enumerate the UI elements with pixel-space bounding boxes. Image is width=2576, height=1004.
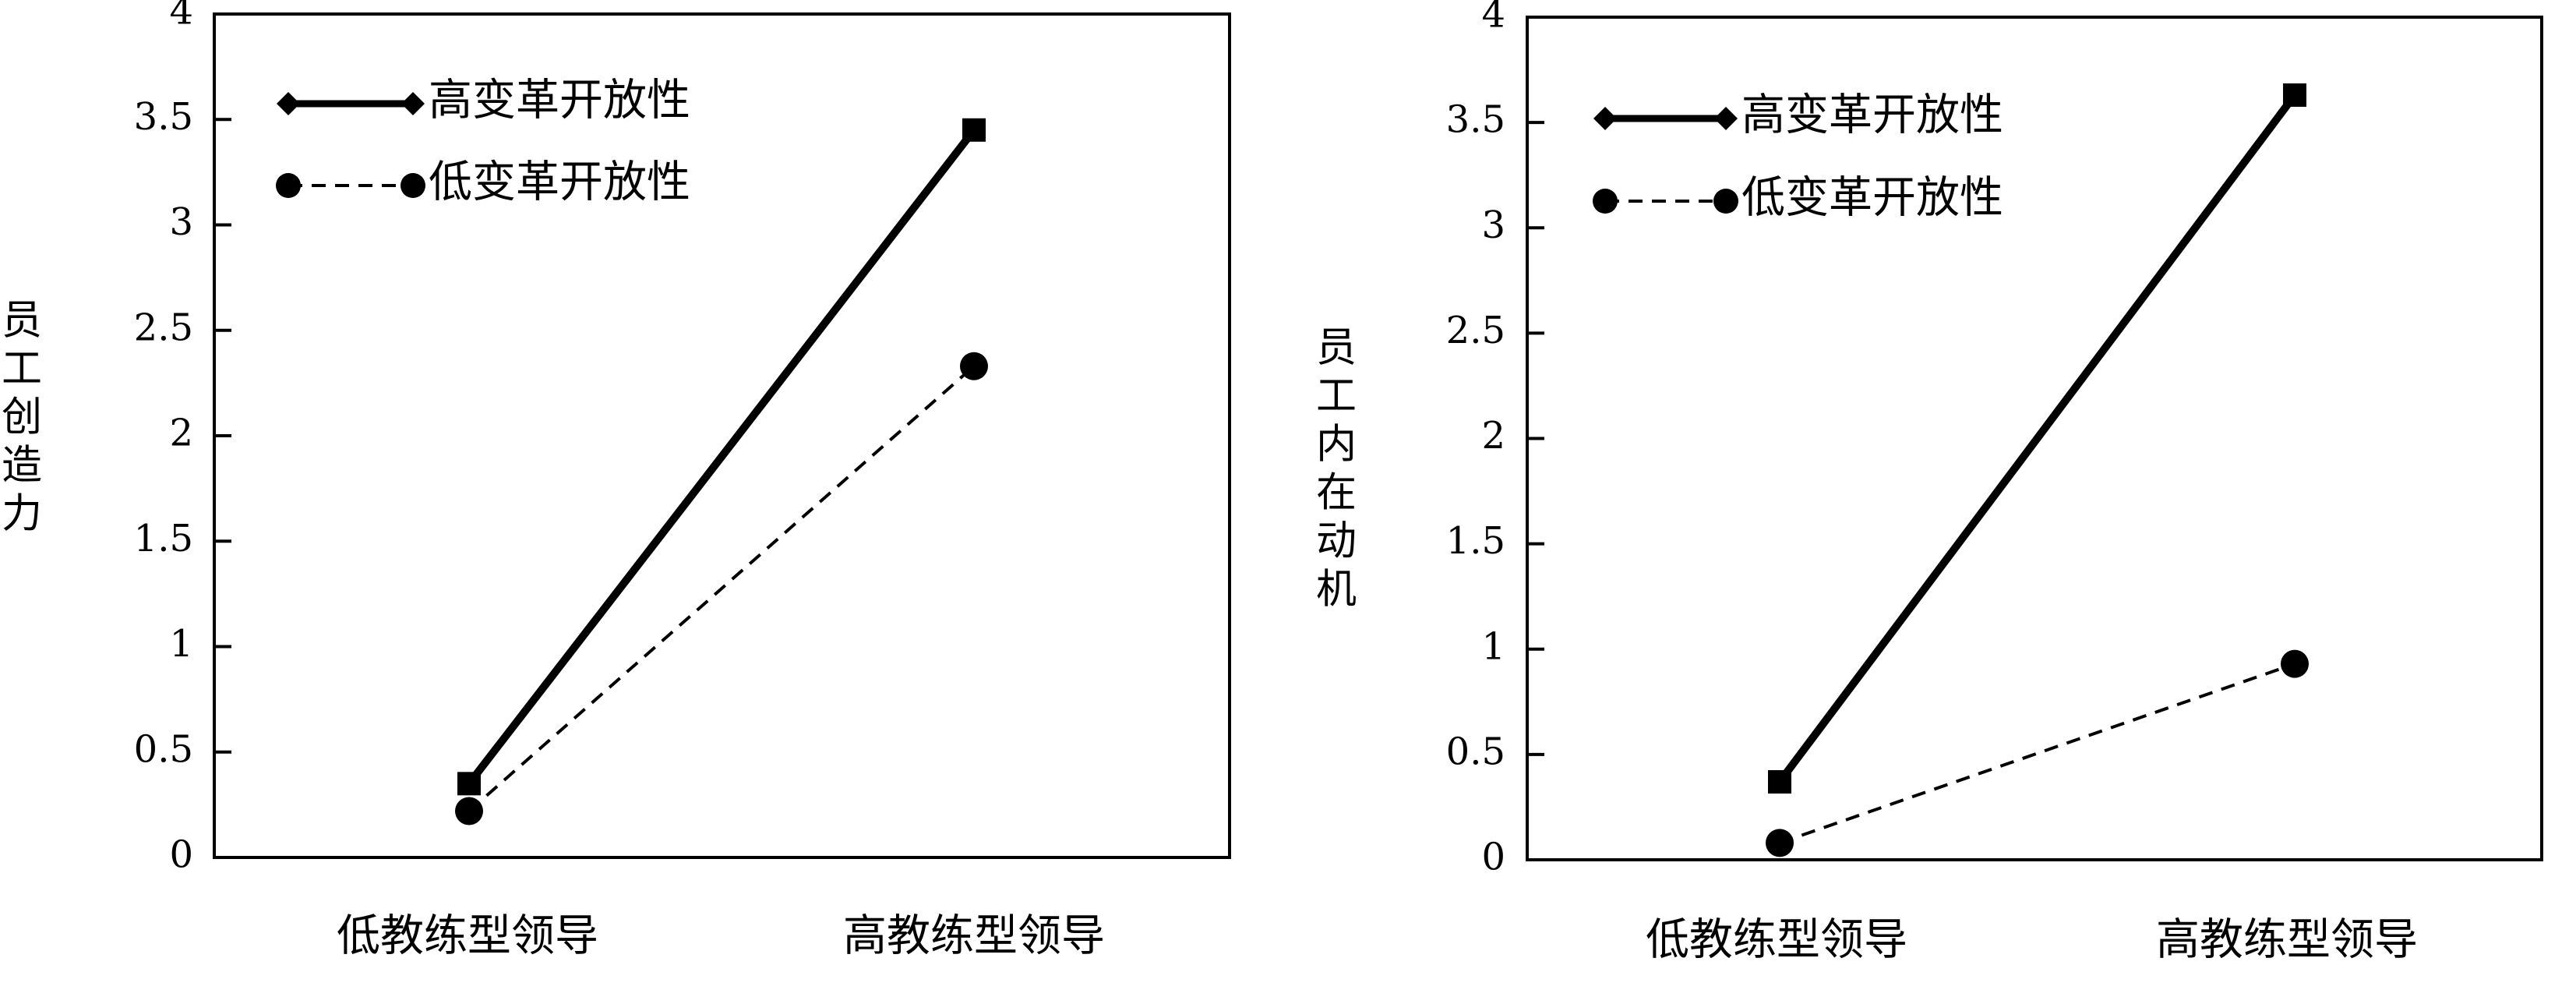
y-tick-label: 2.5 <box>1446 309 1505 352</box>
y-tick-label: 2 <box>1481 414 1505 458</box>
y-axis-label-char: 员 <box>1316 325 1357 372</box>
y-tick-label: 0 <box>169 833 193 877</box>
legend-diamond-icon <box>1593 107 1617 130</box>
y-axis-label-char: 力 <box>2 491 42 538</box>
plot-frame <box>213 12 1231 859</box>
y-tick-label: 1.5 <box>134 517 193 560</box>
y-axis-label-char: 工 <box>2 346 42 393</box>
y-tick-label: 0 <box>1481 836 1505 879</box>
x-category-label: 低教练型领导 <box>337 911 598 962</box>
legend-circle-icon <box>1593 189 1618 214</box>
series-line-low <box>1779 662 2295 845</box>
series-line-low <box>468 365 976 812</box>
y-tick-label: 2.5 <box>134 306 193 349</box>
y-axis-label-char: 创 <box>2 394 42 441</box>
y-axis-label-char: 内 <box>1316 422 1357 468</box>
legend-item-1: 高变革开放性 <box>277 76 690 126</box>
legend-item-1: 高变革开放性 <box>1593 90 2003 141</box>
y-axis-label-char: 机 <box>1316 567 1357 613</box>
y-tick-label: 4 <box>1481 0 1505 37</box>
y-tick-label: 4 <box>169 0 193 34</box>
y-tick-label: 1 <box>169 622 193 666</box>
y-tick-label: 0.5 <box>134 727 193 771</box>
y-tick-label: 3.5 <box>1446 98 1505 142</box>
legend-diamond-icon <box>401 92 425 115</box>
data-point-circle-1 <box>455 797 483 825</box>
legend-circle-icon <box>276 173 301 198</box>
y-tick-label: 3 <box>1481 203 1505 247</box>
legend-item-2: 低变革开放性 <box>1593 173 2003 224</box>
x-category-label: 高教练型领导 <box>843 911 1105 962</box>
legend-label: 高变革开放性 <box>1741 90 2003 141</box>
x-category-label: 低教练型领导 <box>1646 915 1907 966</box>
y-tick-label: 1.5 <box>1446 519 1505 563</box>
legend-circle-icon <box>1713 189 1738 214</box>
y-axis-label-char: 动 <box>1316 518 1357 565</box>
y-axis-label-char: 造 <box>2 443 42 490</box>
legend-label: 低变革开放性 <box>1741 173 2003 224</box>
y-tick-label: 3 <box>169 200 193 244</box>
data-point-square-1 <box>457 772 481 796</box>
data-point-circle-2 <box>2281 649 2309 678</box>
legend-diamond-icon <box>277 92 300 115</box>
y-tick-label: 2 <box>169 412 193 455</box>
legend-item-2: 低变革开放性 <box>276 157 690 208</box>
legend-label: 低变革开放性 <box>429 157 690 208</box>
y-axis-label-char: 员 <box>2 298 42 345</box>
series-line-high <box>466 127 977 787</box>
data-point-square-2 <box>962 118 986 142</box>
x-category-label: 高教练型领导 <box>2156 915 2418 966</box>
y-tick-label: 0.5 <box>1446 730 1505 773</box>
data-point-square-2 <box>2283 83 2306 107</box>
y-tick-label: 1 <box>1481 624 1505 668</box>
legend-label: 高变革开放性 <box>429 76 690 126</box>
data-point-circle-1 <box>1766 829 1794 857</box>
data-point-circle-2 <box>960 352 988 380</box>
y-axis-label-char: 在 <box>1316 470 1357 517</box>
data-point-square-1 <box>1768 770 1791 794</box>
y-axis-label-char: 工 <box>1316 373 1357 420</box>
series-line-high <box>1777 92 2298 785</box>
y-tick-label: 3.5 <box>134 95 193 139</box>
legend-circle-icon <box>401 173 425 198</box>
legend-diamond-icon <box>1714 107 1738 130</box>
